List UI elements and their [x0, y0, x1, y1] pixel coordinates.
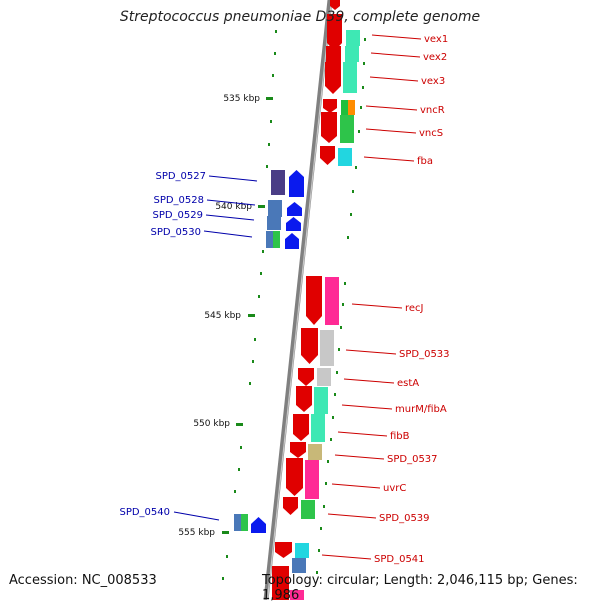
category-box-vex3 [343, 62, 357, 93]
category-box-SPD_0541 [295, 543, 309, 558]
kbp-tick-marks [222, 97, 273, 534]
category-box-SPD_0527 [271, 170, 285, 195]
tick-label-555: 555 kbp [178, 528, 215, 538]
gene-label-SPD_0530[interactable]: SPD_0530 [150, 227, 201, 238]
gene-label-vex1[interactable]: vex1 [424, 34, 448, 45]
gene-arrow-partial-bottom[interactable] [272, 566, 289, 600]
category-box-fibB [311, 414, 325, 442]
category-box-SPD_0529 [267, 216, 281, 230]
gene-arrow-SPD_0539[interactable] [283, 497, 298, 515]
gene-arrow-murM[interactable] [296, 386, 312, 412]
gene-label-recJ[interactable]: recJ [405, 303, 424, 314]
gene-arrow-SPD_0529[interactable] [286, 217, 301, 231]
right-gene-labels: vex1 vex2 vex3 vncR vncS fba recJ SPD_05… [374, 34, 450, 565]
gene-label-SPD_0539[interactable]: SPD_0539 [379, 513, 430, 524]
gene-label-vncS[interactable]: vncS [419, 128, 443, 139]
gene-label-estA[interactable]: estA [397, 378, 419, 389]
tick-mark [258, 205, 265, 208]
gene-arrow-SPD_0540[interactable] [251, 517, 266, 533]
gene-arrow-SPD_0541[interactable] [275, 542, 292, 558]
left-label-leaders [173, 175, 258, 521]
gene-arrow-vncR[interactable] [323, 99, 337, 113]
category-box-estA [317, 368, 331, 386]
gene-arrow-vex3[interactable] [325, 62, 341, 94]
gene-label-SPD_0527[interactable]: SPD_0527 [155, 171, 206, 182]
accession-text: Accession: NC_008533 [9, 573, 157, 588]
gene-arrow-SPD_0527[interactable] [289, 170, 304, 197]
gene-label-fibB[interactable]: fibB [390, 431, 410, 442]
category-box-SPD_0540-b [241, 514, 248, 531]
category-box-murM [314, 387, 328, 414]
tick-label-535: 535 kbp [223, 94, 260, 104]
gene-label-fba[interactable]: fba [417, 156, 433, 167]
gene-label-vex3[interactable]: vex3 [421, 76, 445, 87]
category-box-vex2 [345, 46, 359, 62]
category-box-recJ [325, 277, 339, 325]
gene-label-SPD_0533[interactable]: SPD_0533 [399, 349, 450, 360]
gene-arrow-vncS[interactable] [321, 112, 337, 143]
map-title: Streptococcus pneumoniae D39, complete g… [119, 9, 481, 25]
tick-mark [236, 423, 243, 426]
category-box-SPD_0530-b [273, 231, 280, 248]
category-box-uvrC [305, 460, 319, 499]
gene-arrow-vex1[interactable] [327, 14, 342, 51]
gene-label-murM-fibA[interactable]: murM/fibA [395, 404, 447, 415]
category-box-SPD_0539 [301, 500, 315, 519]
gene-label-SPD_0528[interactable]: SPD_0528 [153, 195, 204, 206]
tick-mark [248, 314, 255, 317]
category-box-vex1 [346, 30, 360, 46]
gene-arrow-fibB[interactable] [293, 414, 309, 441]
category-box-partial-b [290, 590, 304, 600]
outer-dotted-guide [316, 38, 366, 574]
right-strand-genes [272, 0, 360, 600]
gene-label-vex2[interactable]: vex2 [423, 52, 447, 63]
tick-label-545: 545 kbp [204, 311, 241, 321]
left-gene-labels: SPD_0527 SPD_0528 SPD_0529 SPD_0530 SPD_… [119, 171, 206, 518]
genome-info-text: Topology: circular; Length: 2,046,115 bp… [262, 573, 578, 603]
gene-arrow-uvrC[interactable] [286, 458, 303, 496]
tick-mark [266, 97, 273, 100]
category-box-SPD_0528 [268, 200, 282, 217]
kbp-tick-labels: 535 kbp 540 kbp 545 kbp 550 kbp 555 kbp [178, 94, 260, 538]
category-box-SPD_0540-a [234, 514, 241, 531]
gene-arrow-fba[interactable] [320, 146, 335, 165]
category-box-SPD_0533 [320, 330, 334, 366]
gene-label-SPD_0529[interactable]: SPD_0529 [152, 210, 203, 221]
gene-label-SPD_0541[interactable]: SPD_0541 [374, 554, 425, 565]
gene-arrow-SPD_0537[interactable] [290, 442, 306, 458]
left-strand-genes [234, 170, 304, 533]
gene-arrow-recJ[interactable] [306, 276, 322, 325]
tick-label-550: 550 kbp [193, 419, 230, 429]
tick-mark [222, 531, 229, 534]
inner-dotted-guide [222, 30, 277, 580]
gene-arrow-estA[interactable] [298, 368, 314, 386]
gene-label-SPD_0537[interactable]: SPD_0537 [387, 454, 438, 465]
tick-label-540: 540 kbp [215, 202, 252, 212]
category-box-SPD_0537 [308, 444, 322, 460]
gene-arrow-SPD_0530[interactable] [285, 233, 299, 249]
category-box-fba [338, 148, 352, 166]
gene-label-uvrC[interactable]: uvrC [383, 483, 406, 494]
gene-label-vncR[interactable]: vncR [420, 105, 445, 116]
genome-backbone-highlight [266, 0, 333, 600]
category-box-partial-a [292, 558, 306, 573]
gene-arrow-partial-top[interactable] [330, 0, 340, 10]
gene-arrow-SPD_0528[interactable] [287, 202, 302, 216]
category-box-vncR-a [341, 100, 348, 115]
category-box-SPD_0530-a [266, 231, 273, 248]
category-box-vncS [340, 115, 354, 143]
gene-arrow-SPD_0533[interactable] [301, 328, 318, 364]
genome-backbone [263, 0, 333, 600]
gene-label-SPD_0540[interactable]: SPD_0540 [119, 507, 170, 518]
right-label-leaders [321, 34, 422, 560]
category-box-vncR-b [348, 100, 355, 115]
